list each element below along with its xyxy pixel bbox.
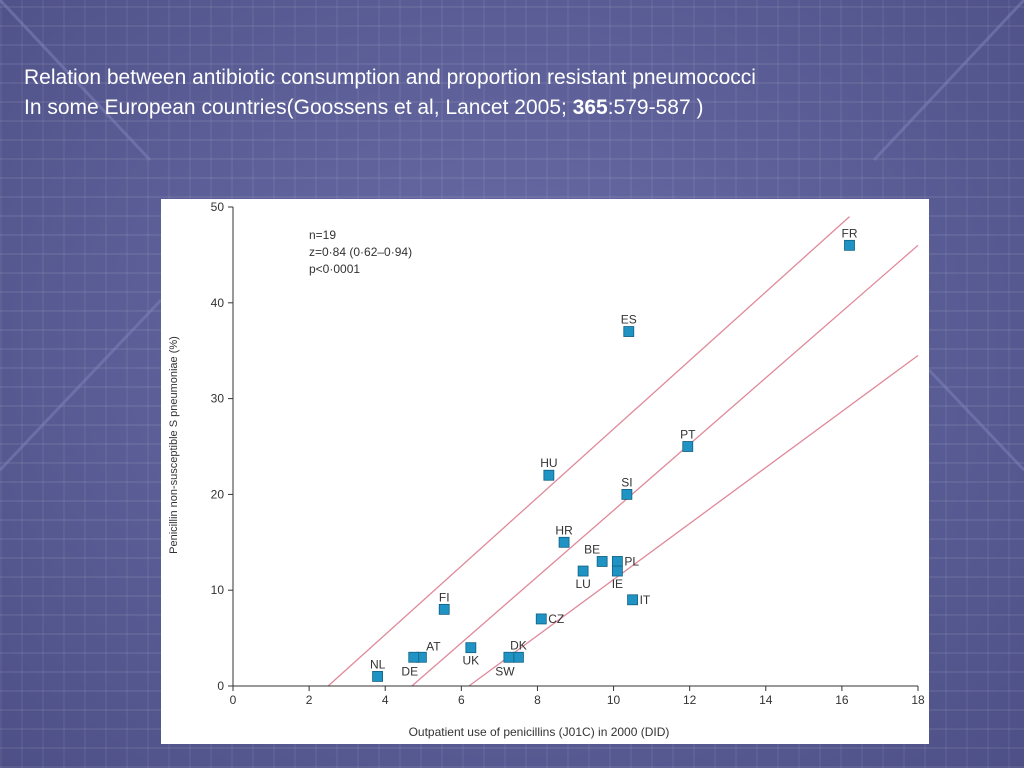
point-label-ie: IE <box>612 577 623 591</box>
point-label-uk: UK <box>463 654 480 668</box>
point-fr <box>844 239 855 251</box>
x-tick-label: 0 <box>230 693 237 707</box>
regression-line-fit <box>411 244 919 687</box>
x-tick-label: 2 <box>306 693 313 707</box>
x-tick-label: 4 <box>382 693 389 707</box>
slide-title: Relation between antibiotic consumption … <box>24 63 1014 123</box>
point-label-hu: HU <box>540 456 557 470</box>
y-tick-label: 20 <box>211 487 225 501</box>
point-fi <box>438 603 450 615</box>
point-label-fi: FI <box>439 590 450 604</box>
point-si <box>621 488 633 500</box>
point-label-it: IT <box>640 593 651 607</box>
point-label-sw: SW <box>495 664 515 678</box>
point-label-at: AT <box>426 639 441 653</box>
chart-axes: 0 2 4 6 8 10 12 14 16 18 0 10 20 30 40 50 <box>211 200 925 707</box>
citation-volume: 365 <box>572 96 608 119</box>
citation-text: In some European countries(Goossens et a… <box>24 96 573 119</box>
point-pt <box>682 441 694 452</box>
x-tick-label: 10 <box>607 693 621 707</box>
x-tick-label: 18 <box>911 693 925 707</box>
annotation-z: z=0·84 (0·62–0·94) <box>309 245 412 259</box>
point-label-dk: DK <box>510 638 527 652</box>
slide-title-line1: Relation between antibiotic consumption … <box>24 66 756 89</box>
point-label-nl: NL <box>370 657 386 671</box>
y-tick-label: 50 <box>211 200 225 214</box>
regression-line-upper <box>327 216 850 687</box>
point-label-pl: PL <box>624 554 639 568</box>
point-cz <box>535 613 547 625</box>
point-lu <box>577 565 589 577</box>
point-label-pt: PT <box>680 428 696 442</box>
regression-lines <box>327 216 919 687</box>
point-ie <box>611 565 623 577</box>
point-nl <box>372 671 384 682</box>
y-tick-label: 0 <box>217 679 224 693</box>
regression-line-lower <box>468 354 919 687</box>
point-label-cz: CZ <box>548 612 564 626</box>
point-sw <box>503 651 515 663</box>
point-dk <box>513 651 524 663</box>
y-tick-label: 30 <box>211 392 225 406</box>
slide-title-line2: In some European countries(Goossens et a… <box>24 93 1014 123</box>
x-tick-label: 8 <box>534 693 541 707</box>
x-tick-label: 12 <box>683 693 697 707</box>
x-tick-label: 6 <box>458 693 465 707</box>
point-it <box>627 594 638 606</box>
x-axis-label: Outpatient use of penicillins (J01C) in … <box>409 725 670 739</box>
point-label-hr: HR <box>555 523 573 537</box>
point-pl <box>611 556 623 567</box>
point-hr <box>558 536 570 548</box>
x-tick-label: 14 <box>759 693 773 707</box>
point-uk <box>465 642 477 654</box>
point-de <box>408 651 420 663</box>
annotation-n: n=19 <box>309 228 336 242</box>
point-label-es: ES <box>621 313 637 327</box>
scatter-chart: 0 2 4 6 8 10 12 14 16 18 0 10 20 30 40 50 FR ES PT HU SI HR B… <box>168 200 925 739</box>
point-hu <box>543 469 555 481</box>
point-es <box>623 326 635 337</box>
x-tick-label: 16 <box>835 693 849 707</box>
y-tick-label: 40 <box>211 296 225 310</box>
point-label-lu: LU <box>575 577 590 591</box>
point-label-de: DE <box>401 664 418 678</box>
point-label-fr: FR <box>842 226 858 240</box>
point-be <box>596 556 608 567</box>
annotation-p: p<0·0001 <box>309 262 360 276</box>
citation-pages: :579-587 ) <box>607 96 704 119</box>
y-tick-label: 10 <box>211 583 225 597</box>
point-label-be: BE <box>584 542 600 556</box>
stats-annotation: n=19 z=0·84 (0·62–0·94) p<0·0001 <box>309 228 412 276</box>
y-axis-label: Penicillin non-susceptible S pneumoniae … <box>168 336 180 554</box>
data-points: FR ES PT HU SI HR BE PL LU IE IT FI CZ UK AT DE DK SW NL <box>370 226 858 682</box>
scatter-figure: 0 2 4 6 8 10 12 14 16 18 0 10 20 30 40 50 FR ES PT HU SI HR B… <box>161 199 929 744</box>
point-label-si: SI <box>621 475 632 489</box>
